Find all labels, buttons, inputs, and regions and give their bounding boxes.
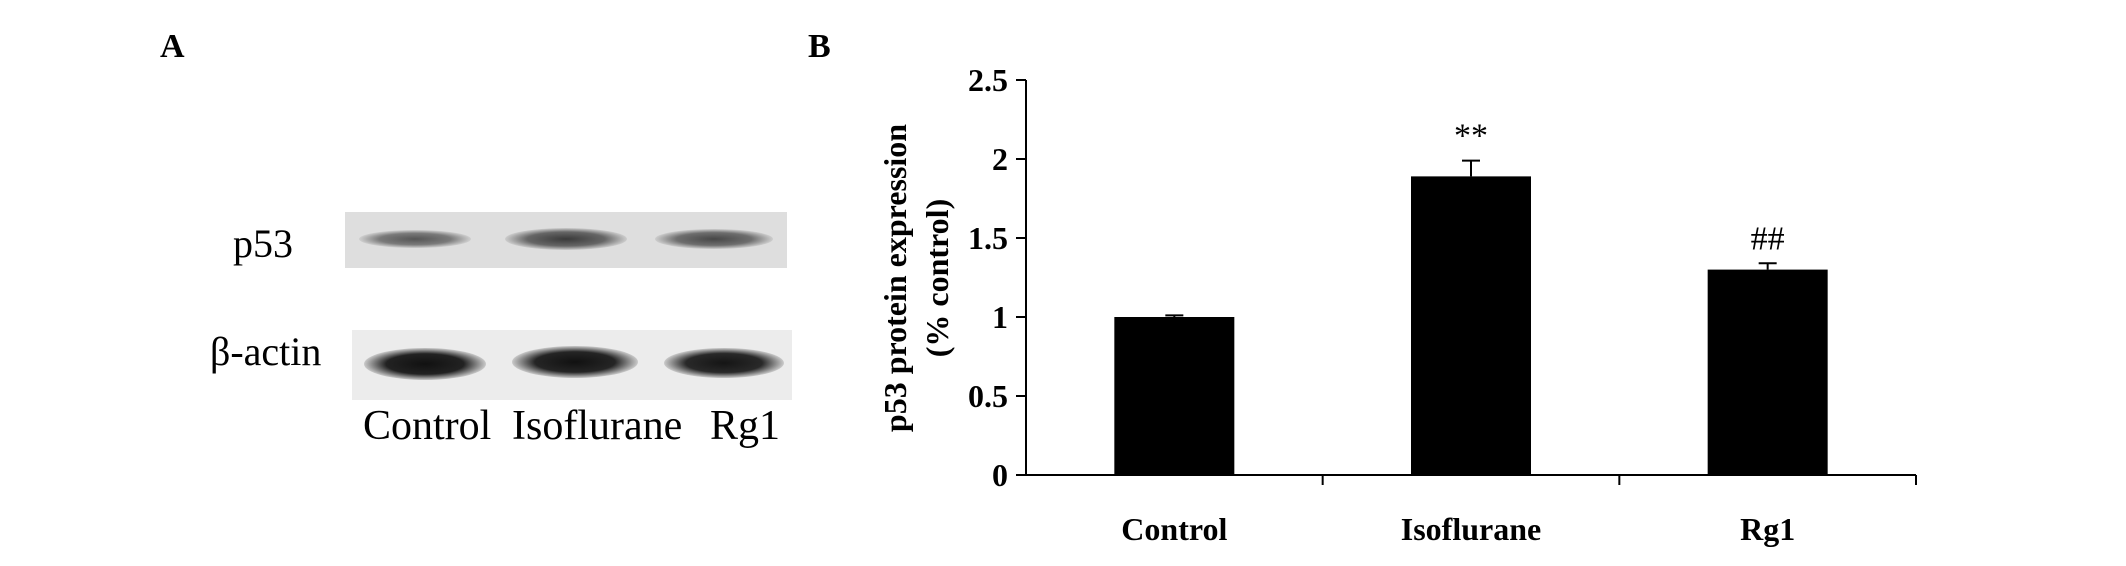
y-tick-label: 1.5 xyxy=(968,220,1008,256)
actin-band-control xyxy=(364,348,486,380)
bars: ** ## xyxy=(1114,118,1828,475)
significance-annotation: ** xyxy=(1454,118,1488,155)
beta-actin-blot-strip xyxy=(352,330,792,400)
y-tick-label: 2 xyxy=(992,141,1008,177)
y-axis-label-line: (% control) xyxy=(919,199,955,357)
lane-label-rg1: Rg1 xyxy=(710,403,781,449)
actin-band-isoflurane xyxy=(512,346,638,378)
actin-band-rg1 xyxy=(664,348,784,378)
y-tick-label: 0.5 xyxy=(968,378,1008,414)
p53-band-isoflurane xyxy=(505,228,627,250)
panel-a-letter: A xyxy=(160,28,185,65)
p53-blot-strip xyxy=(345,212,787,268)
y-tick-label: 1 xyxy=(992,299,1008,335)
significance-annotation: ## xyxy=(1751,220,1785,257)
beta-actin-blot-label: β-actin xyxy=(210,329,322,374)
y-axis-label-line: p53 protein expression xyxy=(877,124,913,432)
y-axis-ticks: 0 0.5 1 1.5 2 2.5 xyxy=(968,62,1026,493)
bar-control xyxy=(1114,317,1235,475)
p53-blot-label: p53 xyxy=(233,221,293,266)
x-tick-label: Isoflurane xyxy=(1401,511,1541,547)
x-axis-tick-labels: Control Isoflurane Rg1 xyxy=(1121,475,1917,547)
y-tick-label: 2.5 xyxy=(968,62,1008,98)
y-tick-label: 0 xyxy=(992,457,1008,493)
bar-rg1 xyxy=(1707,269,1828,475)
lane-label-control: Control xyxy=(363,403,492,449)
panel-b-letter: B xyxy=(808,28,831,65)
bar-isoflurane xyxy=(1411,176,1531,475)
x-tick-label: Control xyxy=(1121,511,1227,547)
lane-label-isoflurane: Isoflurane xyxy=(512,403,683,449)
x-tick-label: Rg1 xyxy=(1740,511,1795,547)
p53-band-rg1 xyxy=(655,229,773,249)
p53-band-control xyxy=(359,230,471,248)
y-axis-label: p53 protein expression (% control) xyxy=(877,124,955,432)
